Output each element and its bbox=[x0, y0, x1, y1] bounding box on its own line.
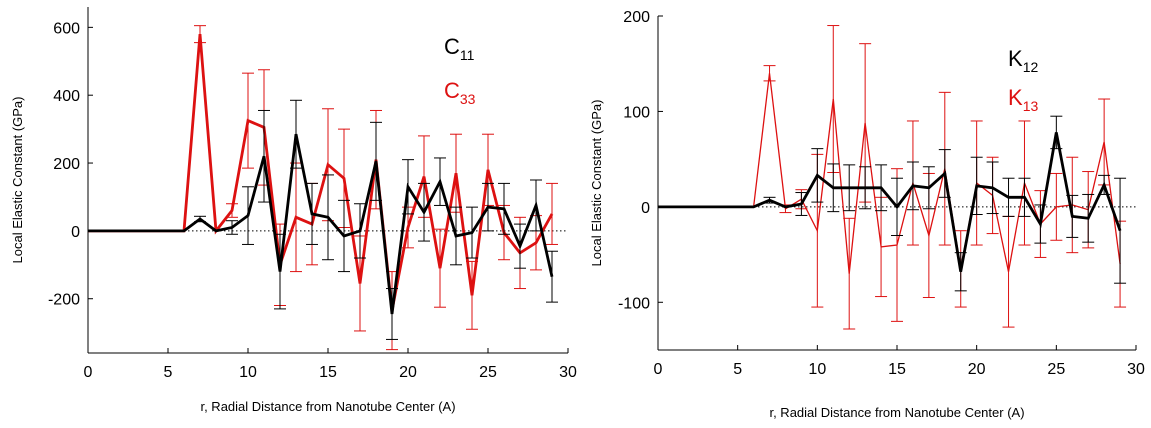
legend-label-subscript: 12 bbox=[1023, 59, 1039, 75]
legend-label-main: C bbox=[444, 78, 460, 103]
series-C33 bbox=[88, 26, 558, 350]
legend-entry: C11 bbox=[444, 34, 475, 63]
legend-entry: C33 bbox=[444, 78, 476, 107]
y-tick-label: 400 bbox=[53, 88, 80, 105]
y-axis-title: Local Elastic Constant (GPa) bbox=[10, 97, 25, 264]
chart-right-panel: -100 0 100 200 0 5 10 15 20 25 30 Local Elastic Con… bbox=[575, 0, 1151, 423]
x-tick-label: 10 bbox=[808, 361, 826, 378]
series-C11 bbox=[88, 100, 558, 339]
legend-label-main: C bbox=[444, 34, 460, 59]
x-tick-label: 0 bbox=[84, 364, 93, 381]
x-tick-label: 25 bbox=[1047, 361, 1065, 378]
y-tick-label: 0 bbox=[641, 200, 650, 217]
legend-label-subscript: 33 bbox=[460, 91, 476, 107]
legend-label-main: K bbox=[1008, 85, 1023, 110]
y-axis-title: Local Elastic Constant (GPa) bbox=[589, 100, 604, 267]
x-tick-label: 30 bbox=[1127, 361, 1145, 378]
x-tick-label: 25 bbox=[479, 364, 497, 381]
chart-right-svg: -100 0 100 200 0 5 10 15 20 25 30 Local Elastic Con… bbox=[575, 0, 1151, 423]
y-tick-label: 100 bbox=[623, 104, 650, 121]
legend-entry: K13 bbox=[1008, 85, 1038, 114]
x-tick-label: 20 bbox=[399, 364, 417, 381]
y-tick-label: 200 bbox=[623, 9, 650, 26]
x-tick-label: 20 bbox=[968, 361, 986, 378]
x-tick-label: 5 bbox=[733, 361, 742, 378]
x-tick-label: 15 bbox=[888, 361, 906, 378]
x-tick-label: 5 bbox=[164, 364, 173, 381]
y-tick-label: -200 bbox=[48, 292, 80, 309]
x-axis-title: r, Radial Distance from Nanotube Center … bbox=[200, 399, 455, 414]
x-tick-label: 15 bbox=[319, 364, 337, 381]
y-tick-label: -100 bbox=[618, 295, 650, 312]
y-tick-label: 0 bbox=[71, 224, 80, 241]
series-line bbox=[658, 132, 1120, 271]
legend-label-main: K bbox=[1008, 46, 1023, 71]
y-tick-label: 200 bbox=[53, 156, 80, 173]
x-axis-title: r, Radial Distance from Nanotube Center … bbox=[769, 405, 1024, 420]
x-tick-label: 10 bbox=[239, 364, 257, 381]
x-tick-label: 0 bbox=[654, 361, 663, 378]
legend-entry: K12 bbox=[1008, 46, 1038, 75]
series-line bbox=[88, 34, 552, 311]
legend-label-subscript: 11 bbox=[460, 47, 475, 63]
series-K13 bbox=[658, 26, 1126, 329]
y-tick-label: 600 bbox=[53, 20, 80, 37]
legend-label-subscript: 13 bbox=[1023, 98, 1039, 114]
